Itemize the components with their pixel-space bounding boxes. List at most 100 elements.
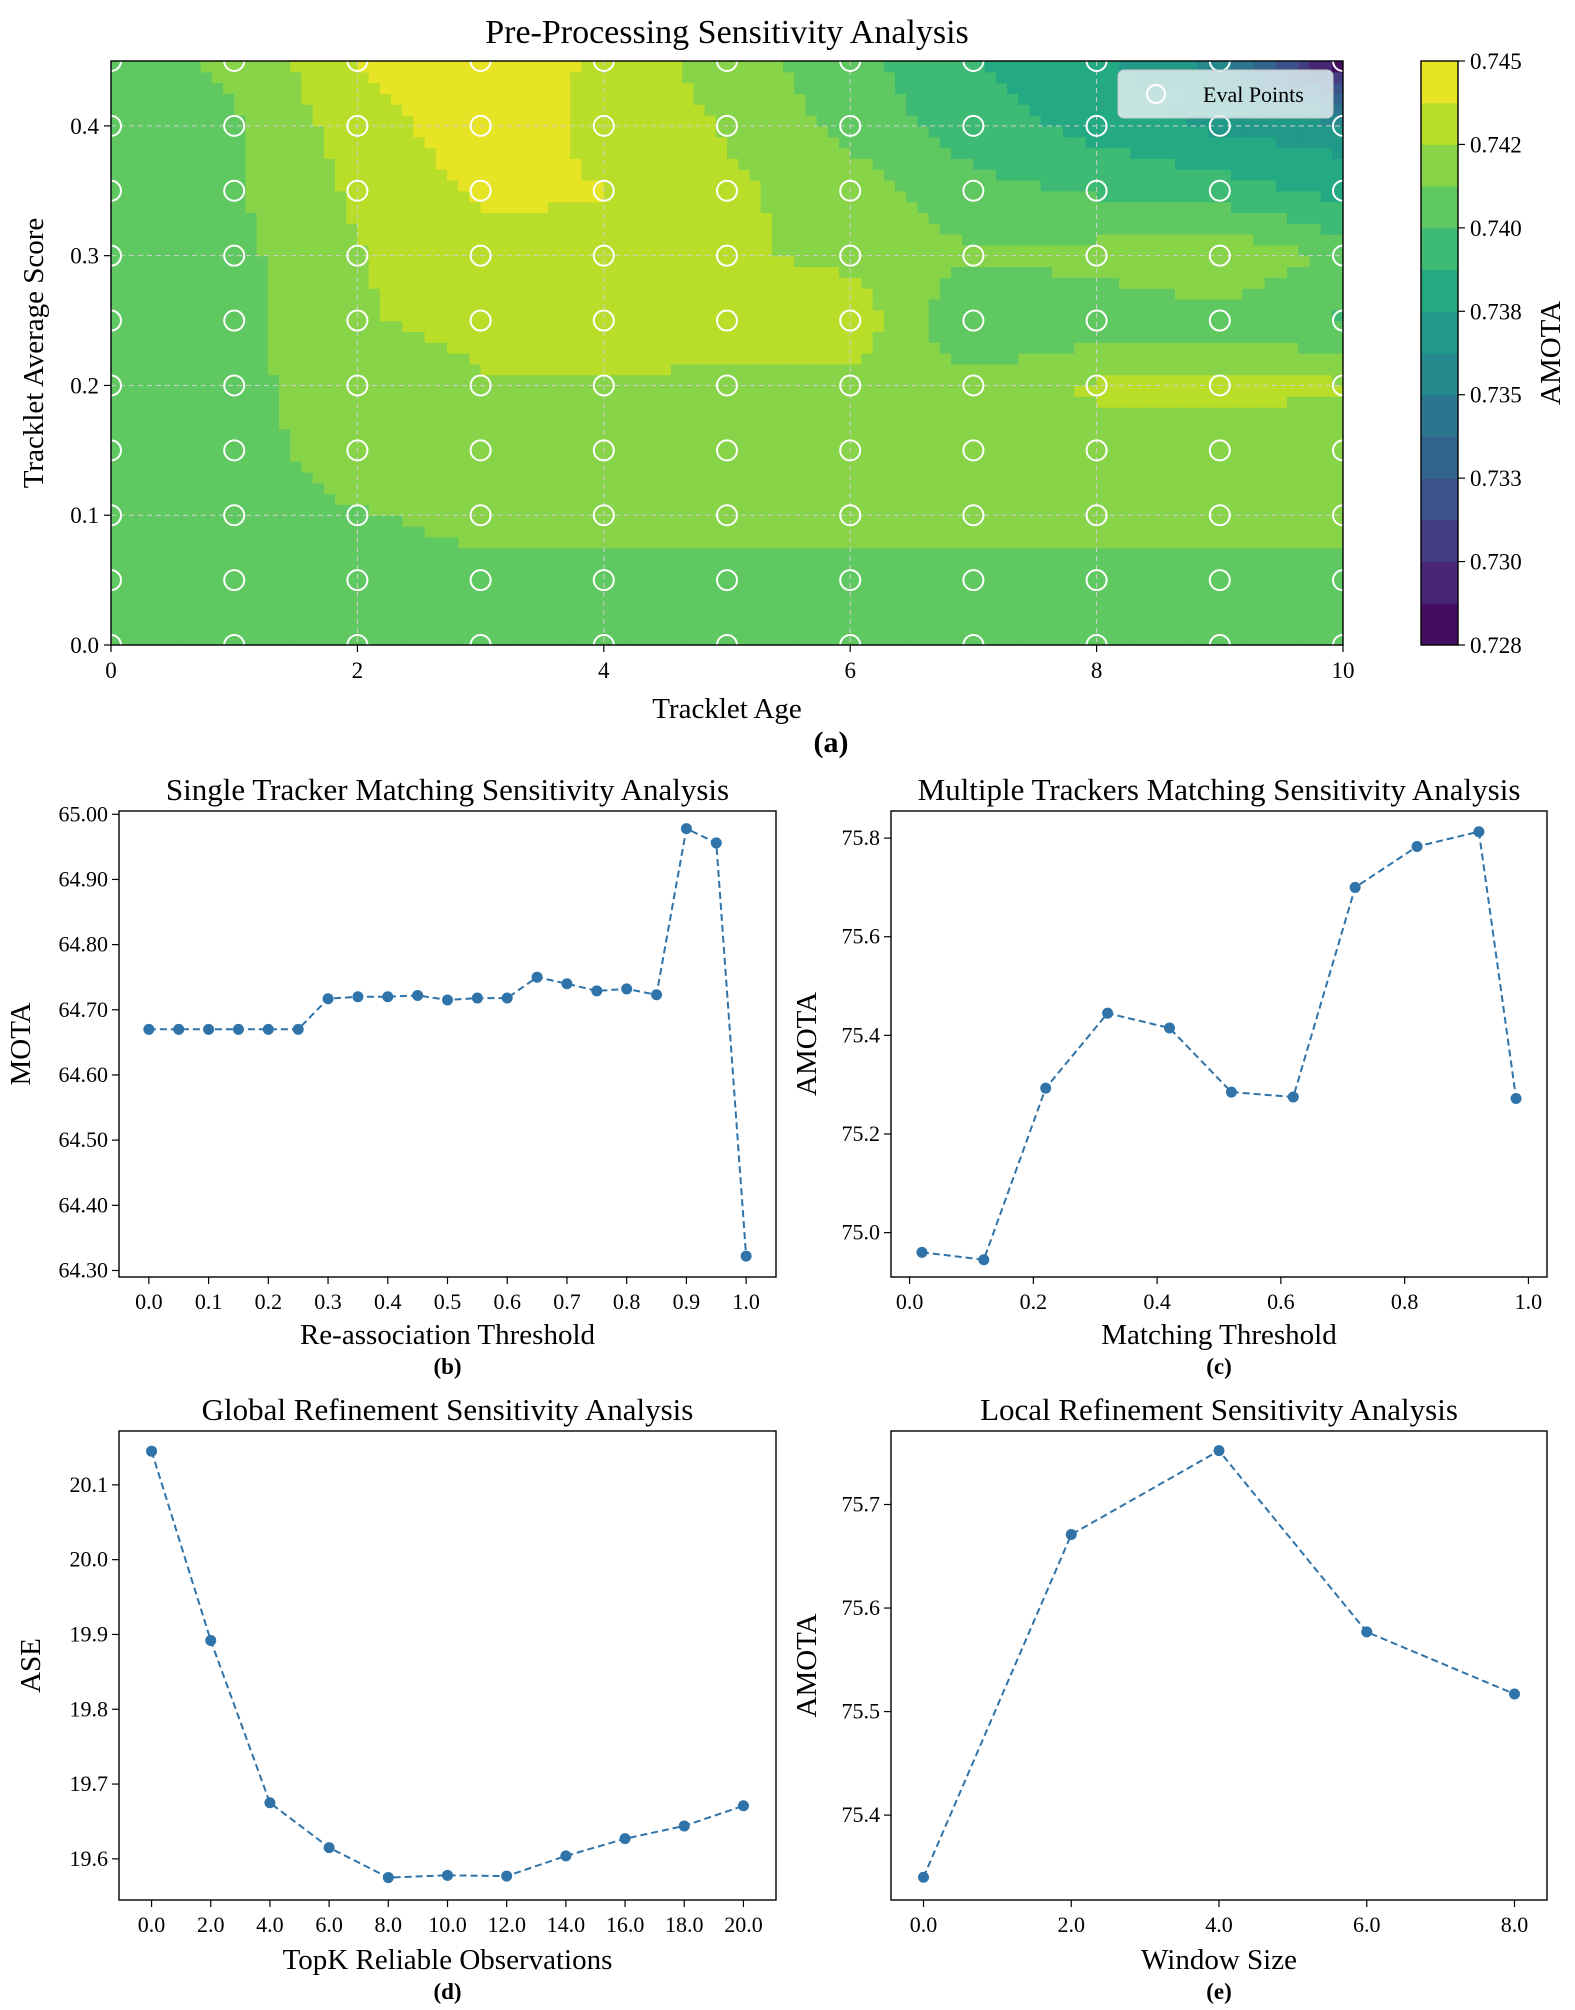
- contour-cell: [615, 255, 627, 268]
- contour-cell: [760, 320, 773, 332]
- contour-cell: [178, 158, 190, 170]
- contour-cell: [771, 353, 784, 365]
- contour-cell: [760, 277, 773, 289]
- contour-cell: [839, 201, 851, 214]
- contour-cell: [357, 201, 370, 214]
- contour-cell: [883, 385, 896, 397]
- contour-cell: [111, 309, 123, 322]
- contour-cell: [1141, 558, 1154, 570]
- contour-cell: [133, 353, 146, 365]
- contour-cell: [939, 407, 952, 419]
- contour-cell: [659, 547, 672, 560]
- contour-cell: [1298, 417, 1310, 430]
- contour-cell: [883, 471, 896, 484]
- contour-cell: [738, 634, 750, 645]
- contour-cell: [559, 428, 571, 441]
- contour-cell: [1208, 558, 1221, 570]
- contour-cell: [615, 320, 627, 332]
- contour-cell: [536, 634, 549, 645]
- contour-cell: [671, 536, 683, 549]
- contour-cell: [480, 428, 493, 441]
- contour-cell: [435, 201, 448, 214]
- contour-cell: [827, 526, 840, 538]
- contour-cell: [917, 547, 930, 560]
- contour-cell: [1063, 515, 1075, 527]
- contour-cell: [1029, 190, 1042, 203]
- contour-cell: [1051, 504, 1064, 516]
- contour-cell: [144, 590, 157, 603]
- contour-cell: [312, 374, 325, 387]
- contour-cell: [155, 461, 168, 473]
- contour-cell: [727, 417, 739, 430]
- contour-cell: [895, 569, 907, 581]
- contour-cell: [861, 536, 874, 549]
- contour-cell: [312, 407, 325, 419]
- contour-cell: [536, 428, 549, 441]
- contour-cell: [413, 320, 426, 332]
- contour-cell: [1007, 612, 1019, 624]
- contour-cell: [951, 309, 963, 322]
- contour-cell: [111, 320, 123, 332]
- contour-cell: [458, 547, 470, 560]
- contour-cell: [267, 450, 280, 462]
- contour-cell: [491, 266, 504, 278]
- contour-cell: [592, 396, 605, 408]
- contour-cell: [379, 623, 392, 635]
- contour-cell: [783, 223, 795, 235]
- contour-cell: [839, 342, 851, 354]
- contour-cell: [1219, 482, 1232, 495]
- contour-cell: [1331, 536, 1343, 549]
- contour-cell: [861, 612, 874, 624]
- contour-cell: [1051, 547, 1064, 560]
- contour-cell: [738, 450, 750, 462]
- contour-cell: [1152, 342, 1165, 354]
- contour-cell: [1141, 601, 1154, 614]
- contour-cell: [211, 266, 224, 278]
- contour-cell: [1063, 634, 1075, 645]
- contour-cell: [603, 190, 616, 203]
- contour-cell: [682, 277, 694, 289]
- contour-cell: [424, 396, 437, 408]
- contour-cell: [167, 396, 179, 408]
- contour-cell: [1018, 569, 1030, 581]
- contour-cell: [480, 634, 493, 645]
- contour-cell: [1287, 234, 1299, 246]
- contour-cell: [144, 471, 157, 484]
- contour-cell: [794, 417, 806, 430]
- contour-cell: [928, 234, 941, 246]
- contour-cell: [1175, 277, 1187, 289]
- contour-cell: [1208, 612, 1221, 624]
- contour-cell: [749, 234, 762, 246]
- contour-cell: [256, 288, 269, 300]
- contour-cell: [559, 309, 571, 322]
- contour-cell: [144, 353, 157, 365]
- contour-cell: [1331, 504, 1343, 516]
- contour-cell: [592, 536, 605, 549]
- contour-cell: [111, 212, 123, 224]
- contour-cell: [458, 428, 470, 441]
- contour-cell: [615, 374, 627, 387]
- contour-cell: [1029, 623, 1042, 635]
- contour-cell: [1029, 558, 1042, 570]
- contour-cell: [447, 428, 459, 441]
- contour-cell: [1051, 277, 1064, 289]
- contour-cell: [984, 212, 997, 224]
- contour-cell: [816, 439, 829, 451]
- contour-cell: [1242, 363, 1254, 376]
- contour-cell: [1152, 590, 1165, 603]
- contour-cell: [323, 493, 336, 506]
- contour-cell: [1287, 169, 1299, 181]
- contour-cell: [559, 266, 571, 278]
- contour-cell: [144, 190, 157, 203]
- contour-cell: [379, 244, 392, 257]
- contour-cell: [995, 504, 1008, 516]
- contour-cell: [256, 234, 269, 246]
- contour-cell: [749, 417, 762, 430]
- contour-cell: [883, 277, 896, 289]
- contour-cell: [133, 342, 146, 354]
- contour-cell: [816, 428, 829, 441]
- contour-cell: [301, 623, 314, 635]
- contour-cell: [525, 234, 538, 246]
- contour-cell: [805, 428, 818, 441]
- contour-cell: [951, 526, 963, 538]
